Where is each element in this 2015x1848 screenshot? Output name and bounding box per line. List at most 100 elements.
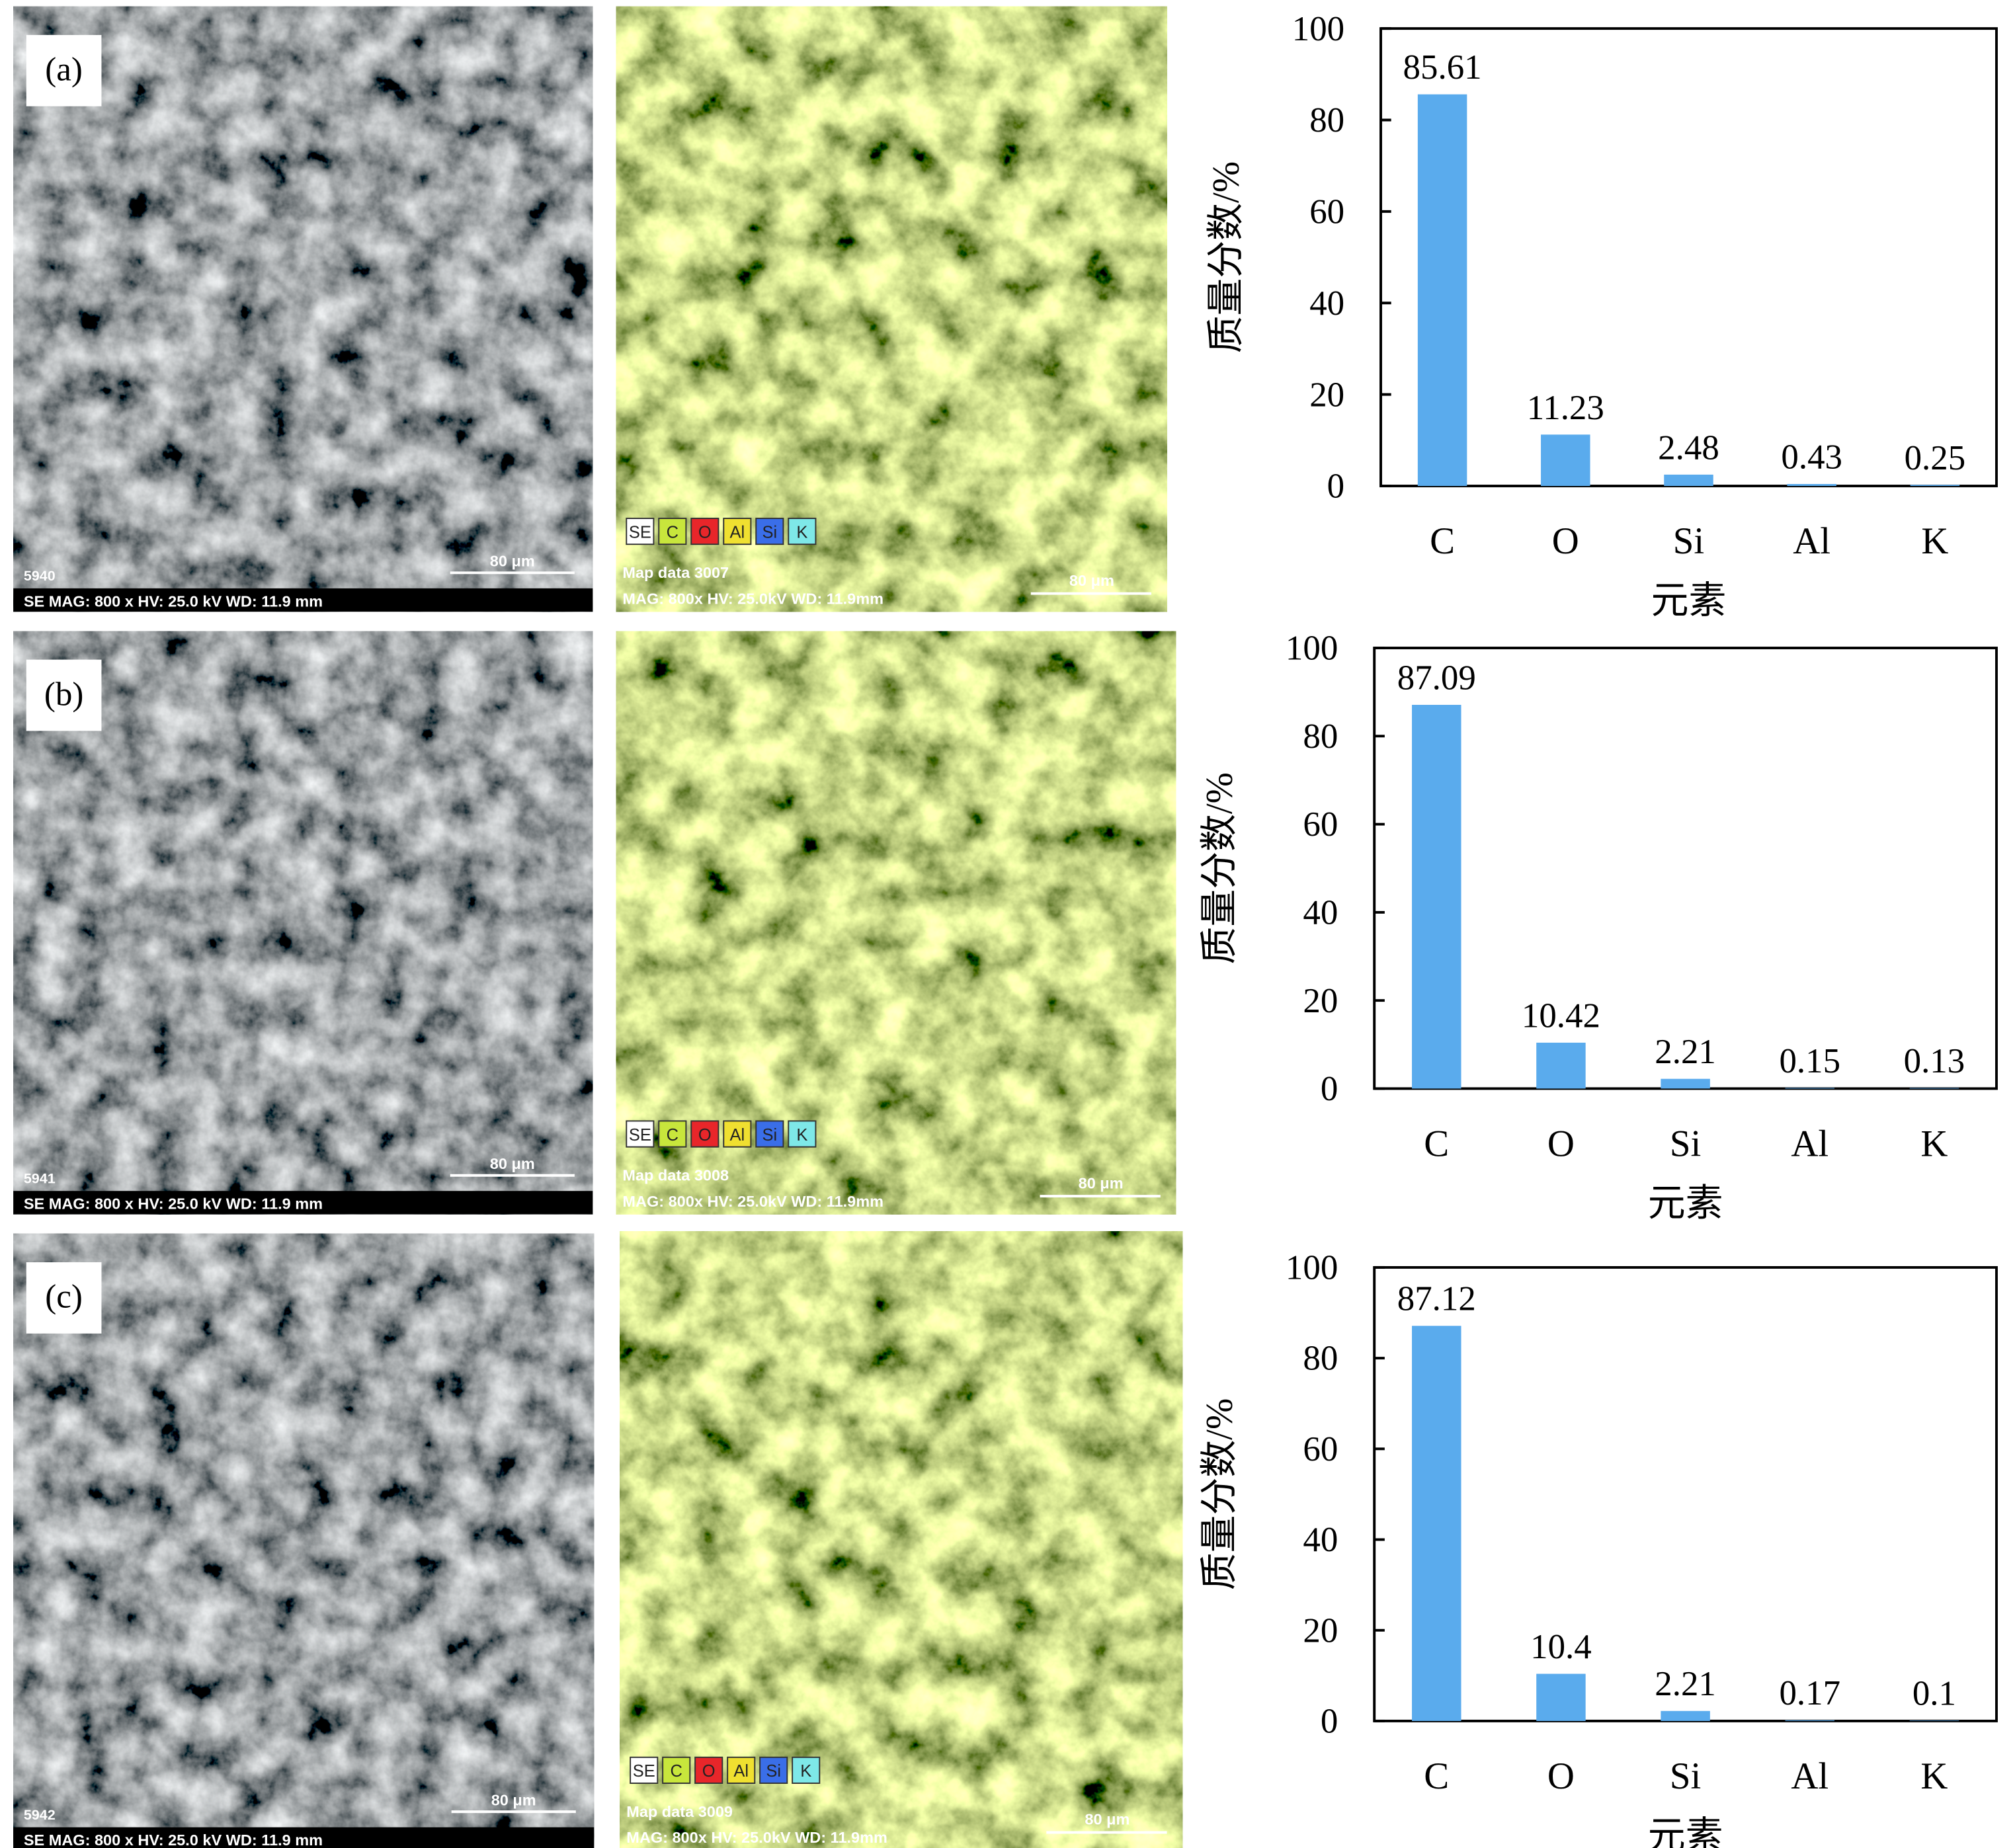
map-image: [616, 6, 1167, 612]
map-info: MAG: 800x HV: 25.0kV WD: 11.9mm: [626, 1829, 887, 1846]
map-info: MAG: 800x HV: 25.0kV WD: 11.9mm: [622, 1193, 884, 1210]
y-tick-label: 40: [1309, 284, 1344, 323]
legend-swatch: [630, 1756, 659, 1784]
map-id: Map data 3008: [622, 1167, 729, 1184]
bar: [1787, 484, 1836, 487]
legend-label: O: [702, 1762, 716, 1781]
y-tick-label: 0: [1321, 1070, 1338, 1108]
x-tick-label: Si: [1673, 520, 1704, 562]
x-tick-label: Al: [1791, 1755, 1829, 1797]
map-info: MAG: 800x HV: 25.0kV WD: 11.9mm: [622, 590, 884, 607]
legend-label: SE: [629, 523, 651, 542]
y-tick-label: 0: [1327, 467, 1344, 506]
y-tick-label: 20: [1309, 376, 1344, 414]
plot-frame: [1373, 647, 1998, 1090]
legend-label: K: [800, 1762, 811, 1781]
panel-label: (b): [44, 676, 83, 713]
panel-label-box: [26, 1262, 102, 1334]
bar: [1417, 94, 1467, 487]
x-tick-label: O: [1547, 1123, 1575, 1164]
value-label: 0.43: [1781, 438, 1842, 477]
panel-label-box: [26, 34, 102, 106]
y-axis-label: 质量分数/%: [1205, 161, 1247, 353]
legend-swatch: [759, 1756, 788, 1784]
y-tick-label: 0: [1321, 1703, 1338, 1741]
bar: [1412, 1326, 1461, 1721]
legend-swatch: [690, 1120, 720, 1148]
legend-swatch: [690, 518, 720, 545]
panel-label-box: [26, 659, 102, 731]
legend-swatch: [792, 1756, 821, 1784]
value-label: 87.09: [1397, 659, 1476, 698]
legend-label: K: [796, 1126, 807, 1145]
legend-label: Al: [730, 1126, 745, 1145]
y-tick-label: 100: [1292, 10, 1344, 48]
y-tick-label: 40: [1303, 1521, 1338, 1559]
legend-label: SE: [633, 1762, 655, 1781]
x-axis-label: 元素: [1648, 1183, 1723, 1225]
legend-label: Al: [733, 1762, 749, 1781]
bar: [1909, 1720, 1959, 1721]
scale-label: 80 μm: [490, 553, 535, 570]
bar: [1909, 1088, 1959, 1089]
legend-swatch: [788, 1120, 817, 1148]
image-id: 5940: [24, 567, 56, 584]
legend-label: Al: [730, 523, 745, 542]
bar: [1785, 1720, 1834, 1721]
legend-swatch: [626, 1120, 655, 1148]
y-tick-label: 60: [1309, 193, 1344, 231]
bar: [1536, 1042, 1586, 1089]
sem-image: [13, 6, 593, 612]
y-axis-label: 质量分数/%: [1199, 772, 1241, 964]
bar: [1664, 474, 1713, 487]
bar: [1536, 1673, 1586, 1721]
value-label: 10.42: [1522, 996, 1600, 1035]
legend-label: K: [796, 523, 807, 542]
scale-label: 80 μm: [491, 1791, 536, 1808]
legend-swatch: [788, 518, 817, 545]
legend-label: SE: [629, 1126, 651, 1145]
x-tick-label: K: [1921, 520, 1948, 562]
value-label: 2.21: [1655, 1665, 1716, 1703]
x-axis-label: 元素: [1648, 1815, 1723, 1848]
legend-label: O: [698, 1126, 712, 1145]
scale-label: 80 μm: [490, 1155, 535, 1172]
y-tick-label: 40: [1303, 894, 1338, 932]
image-id: 5942: [24, 1806, 56, 1823]
legend-label: Si: [766, 1762, 781, 1781]
x-tick-label: O: [1552, 520, 1579, 562]
legend-swatch: [658, 518, 687, 545]
value-label: 0.1: [1912, 1675, 1956, 1713]
legend-label: C: [671, 1762, 682, 1781]
y-tick-label: 60: [1303, 1430, 1338, 1468]
legend-swatch: [626, 518, 655, 545]
x-tick-label: K: [1920, 1123, 1948, 1164]
legend-label: Si: [762, 523, 778, 542]
bar: [1910, 485, 1960, 487]
y-axis-label: 质量分数/%: [1199, 1398, 1241, 1590]
scale-label: 80 μm: [1079, 1174, 1124, 1191]
legend-label: Si: [762, 1126, 778, 1145]
legend-swatch: [662, 1756, 691, 1784]
y-tick-label: 60: [1303, 805, 1338, 844]
legend-label: C: [667, 523, 679, 542]
legend-swatch: [727, 1756, 756, 1784]
image-info: SE MAG: 800 x HV: 25.0 kV WD: 11.9 mm: [24, 592, 323, 610]
info-strip: [13, 1191, 593, 1215]
value-label: 0.17: [1779, 1674, 1840, 1712]
map-image: [620, 1231, 1183, 1848]
sem-image: [13, 1233, 595, 1848]
info-strip: [13, 1827, 595, 1848]
x-tick-label: Al: [1793, 520, 1830, 562]
scale-label: 80 μm: [1069, 572, 1114, 589]
x-axis-label: 元素: [1651, 580, 1727, 622]
plot-frame: [1373, 1265, 1998, 1722]
image-id: 5941: [24, 1170, 56, 1187]
legend-label: O: [698, 523, 712, 542]
value-label: 0.25: [1905, 439, 1966, 477]
y-tick-label: 80: [1303, 717, 1338, 756]
panel-label: (c): [45, 1279, 83, 1316]
x-tick-label: K: [1920, 1755, 1948, 1797]
bar: [1661, 1710, 1710, 1721]
